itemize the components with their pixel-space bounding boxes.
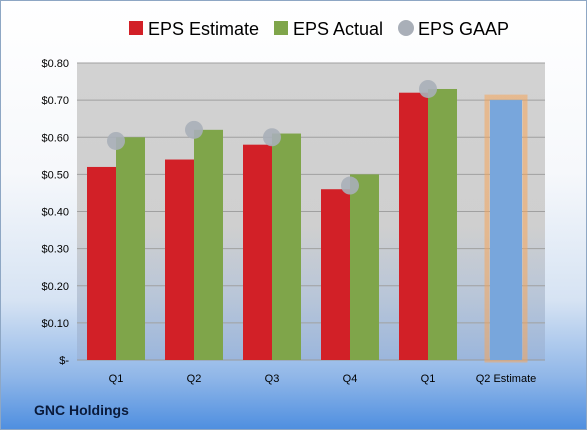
y-tick-label: $0.20 xyxy=(41,281,69,293)
x-tick-label: Q1 xyxy=(421,373,436,385)
y-tick-label: $- xyxy=(59,355,69,367)
y-axis: $- $0.10 $0.20 $0.30 $0.40 $0.50 $0.60 $0.70 $0.… xyxy=(41,58,69,367)
legend-swatch xyxy=(398,20,414,36)
y-tick-label: $0.50 xyxy=(41,169,69,181)
bar-eps-actual xyxy=(350,174,379,360)
x-tick-label: Q1 xyxy=(109,373,124,385)
y-tick-label: $0.80 xyxy=(41,58,69,70)
legend-swatch xyxy=(129,21,143,35)
legend-swatch xyxy=(274,21,288,35)
bars xyxy=(87,79,528,363)
legend: EPS Estimate EPS Actual EPS GAAP xyxy=(129,19,509,39)
y-tick-label: $0.70 xyxy=(41,95,69,107)
x-tick-label: Q2 xyxy=(187,373,202,385)
bar-eps-actual xyxy=(116,137,145,360)
x-tick-label: Q2 Estimate xyxy=(476,373,537,385)
bar-eps-actual xyxy=(272,133,301,360)
bar-eps-estimate xyxy=(321,189,350,360)
marker-eps-gaap xyxy=(185,120,203,139)
company-name: GNC Holdings xyxy=(34,402,129,418)
bar-eps-estimate xyxy=(165,159,194,360)
bar-eps-estimate xyxy=(399,92,428,360)
bar-eps-estimate xyxy=(243,144,272,360)
y-tick-label: $0.30 xyxy=(41,244,69,256)
legend-label: EPS Actual xyxy=(293,19,383,39)
legend-label: EPS GAAP xyxy=(418,19,509,39)
marker-eps-gaap xyxy=(341,176,359,195)
bar-q2-estimate xyxy=(490,100,522,360)
x-tick-label: Q4 xyxy=(343,373,358,385)
x-tick-label: Q3 xyxy=(265,373,280,385)
x-axis: Q1 Q2 Q3 Q4 Q1 Q2 Estimate xyxy=(109,373,537,385)
gridlines xyxy=(77,62,545,361)
marker-eps-gaap xyxy=(419,79,437,98)
bar-eps-actual xyxy=(194,129,223,360)
marker-eps-gaap xyxy=(107,131,125,150)
legend-label: EPS Estimate xyxy=(148,19,259,39)
bar-eps-estimate xyxy=(87,166,116,360)
y-tick-label: $0.40 xyxy=(41,207,69,219)
y-tick-label: $0.60 xyxy=(41,132,69,144)
marker-eps-gaap xyxy=(263,128,281,147)
bar-eps-actual xyxy=(428,88,457,361)
y-tick-label: $0.10 xyxy=(41,318,69,330)
